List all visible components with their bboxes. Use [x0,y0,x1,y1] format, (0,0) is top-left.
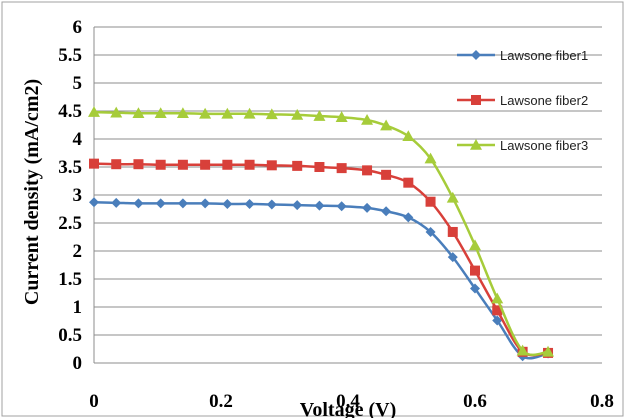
data-point [447,226,458,237]
x-axis-label: Voltage (V) [300,399,396,418]
data-point [177,159,188,170]
series-1 [89,197,554,362]
y-tick-label: 2 [73,241,83,262]
data-point [155,198,166,209]
legend-marker [471,50,481,60]
y-axis-label: Current density (mA/cm2) [21,79,43,305]
y-tick-label: 2.5 [58,213,82,234]
data-point [492,315,503,326]
data-point [336,201,347,212]
data-point [265,108,278,120]
x-tick-label: 0 [89,391,99,412]
data-point [516,344,529,356]
data-point [425,196,436,207]
data-point [362,165,373,176]
data-point [200,159,211,170]
data-point [291,108,304,120]
data-point [469,239,481,251]
data-point [292,200,303,211]
data-point [403,212,414,223]
y-tick-label: 0.5 [58,325,82,346]
data-point [244,198,255,209]
data-point [111,197,122,208]
data-point [89,197,99,208]
y-tick-label: 6 [73,17,83,38]
y-tick-label: 4.5 [58,101,82,122]
legend-marker [470,139,482,150]
data-point [314,200,325,211]
data-point [222,159,233,170]
data-point [381,206,392,217]
data-point [402,130,415,141]
data-point [200,198,211,209]
gridlines [94,26,602,336]
legend-item-1: Lawsone fiber1 [457,48,588,63]
data-point [221,107,234,119]
legend-item-3: Lawsone fiber3 [457,138,588,153]
y-tick-label: 5 [73,73,83,94]
data-point [362,202,373,213]
data-point [470,265,480,276]
data-point [380,119,393,131]
y-tick-label: 4 [73,129,83,150]
data-point [314,162,325,172]
data-point [222,198,233,209]
data-point [88,106,100,117]
data-point [266,160,277,171]
y-tick-label: 3.5 [58,157,82,178]
data-point [133,198,144,209]
data-point [425,226,436,237]
data-point [155,159,166,170]
y-tick-label: 3 [73,185,83,206]
legend: Lawsone fiber1 Lawsone fiber2 Lawsone fibe… [457,48,588,153]
legend-label: Lawsone fiber2 [500,93,588,108]
data-point [266,199,277,210]
y-tick-label: 1 [73,297,83,318]
data-point [313,110,326,121]
data-point [177,198,188,209]
series-group [88,106,555,362]
series-3 [88,106,555,357]
legend-marker [471,95,481,105]
data-point [243,107,256,119]
y-tick-label: 1.5 [58,269,82,290]
data-point [403,177,414,188]
data-point [89,158,99,169]
legend-label: Lawsone fiber3 [500,138,588,153]
data-point [381,169,392,180]
x-tick-label: 0.2 [209,391,233,412]
legend-item-2: Lawsone fiber2 [457,93,588,108]
axes: 0 0.5 1 1.5 2 2.5 3 3.5 4 4.5 5 5.5 6 0 0.2 0.4 0.6 0.8 [58,17,614,412]
data-point [491,292,504,304]
x-tick-label: 0.8 [590,391,614,412]
y-tick-label: 0 [73,353,83,374]
data-point [335,111,348,122]
data-point [470,283,480,294]
x-tick-label: 0.4 [336,391,360,412]
data-point [542,345,555,357]
data-point [446,191,459,203]
legend-label: Lawsone fiber1 [500,48,588,63]
data-point [132,107,145,119]
data-point [176,107,189,119]
data-point [292,160,303,171]
data-point [111,159,122,170]
data-point [154,107,167,119]
data-point [361,113,374,125]
data-point [199,107,212,119]
data-point [447,252,458,263]
x-tick-label: 0.6 [463,391,487,412]
data-point [110,106,123,118]
data-point [336,163,347,174]
y-tick-label: 5.5 [58,45,82,66]
data-point [424,152,437,164]
data-point [492,305,503,316]
data-point [244,159,255,170]
data-point [133,159,144,170]
